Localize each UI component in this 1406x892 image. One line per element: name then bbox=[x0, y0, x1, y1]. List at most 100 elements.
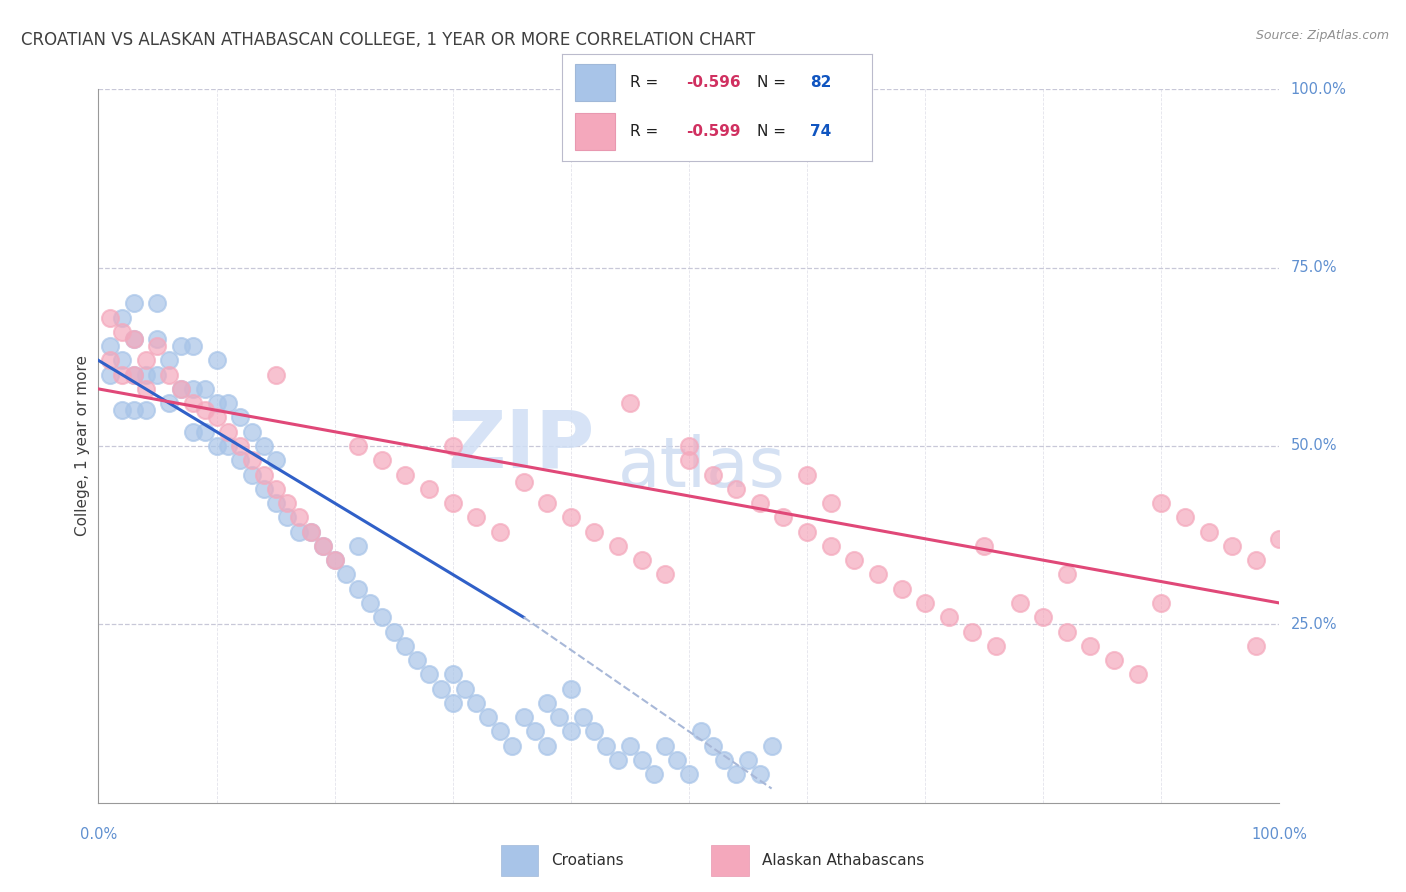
Point bbox=[205, 396, 228, 410]
Point bbox=[111, 310, 134, 325]
Point bbox=[560, 510, 582, 524]
Point bbox=[465, 510, 488, 524]
Point bbox=[181, 382, 204, 396]
Point bbox=[264, 496, 287, 510]
Point bbox=[607, 753, 630, 767]
Point bbox=[938, 610, 960, 624]
Point bbox=[157, 368, 180, 382]
Point bbox=[135, 382, 157, 396]
Point bbox=[820, 496, 842, 510]
Point bbox=[312, 539, 335, 553]
Bar bbox=[711, 846, 749, 876]
Point bbox=[890, 582, 912, 596]
Point bbox=[146, 296, 169, 310]
Point bbox=[737, 753, 759, 767]
Point bbox=[1102, 653, 1125, 667]
Point bbox=[335, 567, 357, 582]
Point bbox=[678, 767, 700, 781]
Point bbox=[98, 368, 121, 382]
Point bbox=[702, 467, 724, 482]
Text: 82: 82 bbox=[810, 75, 831, 90]
Bar bbox=[575, 64, 614, 101]
Point bbox=[205, 439, 228, 453]
Point bbox=[1268, 532, 1291, 546]
Point bbox=[441, 439, 464, 453]
Point bbox=[536, 696, 558, 710]
Y-axis label: College, 1 year or more: College, 1 year or more bbox=[75, 356, 90, 536]
Point bbox=[1198, 524, 1220, 539]
Text: 74: 74 bbox=[810, 124, 831, 139]
Text: R =: R = bbox=[630, 124, 664, 139]
Point bbox=[276, 496, 298, 510]
Text: CROATIAN VS ALASKAN ATHABASCAN COLLEGE, 1 YEAR OR MORE CORRELATION CHART: CROATIAN VS ALASKAN ATHABASCAN COLLEGE, … bbox=[21, 31, 755, 49]
Bar bbox=[501, 846, 538, 876]
Text: -0.599: -0.599 bbox=[686, 124, 741, 139]
Point bbox=[217, 439, 239, 453]
Point bbox=[583, 724, 606, 739]
Point bbox=[1244, 639, 1267, 653]
Point bbox=[914, 596, 936, 610]
Point bbox=[441, 496, 464, 510]
Text: 25.0%: 25.0% bbox=[1291, 617, 1337, 632]
Point bbox=[441, 696, 464, 710]
Point bbox=[453, 681, 475, 696]
Point bbox=[725, 482, 748, 496]
Point bbox=[146, 339, 169, 353]
Point bbox=[323, 553, 346, 567]
Point bbox=[371, 610, 394, 624]
Point bbox=[866, 567, 889, 582]
Point bbox=[418, 482, 440, 496]
Point bbox=[229, 439, 252, 453]
Point bbox=[170, 339, 193, 353]
Point bbox=[347, 539, 370, 553]
Point bbox=[630, 753, 652, 767]
Point bbox=[489, 724, 512, 739]
Point bbox=[98, 339, 121, 353]
Point bbox=[240, 467, 263, 482]
Point bbox=[146, 332, 169, 346]
Point bbox=[111, 325, 134, 339]
Point bbox=[394, 467, 416, 482]
Point bbox=[1056, 624, 1078, 639]
Point bbox=[253, 439, 276, 453]
Point bbox=[323, 553, 346, 567]
Point bbox=[312, 539, 335, 553]
Point bbox=[288, 524, 311, 539]
Point bbox=[157, 396, 180, 410]
Point bbox=[170, 382, 193, 396]
Text: atlas: atlas bbox=[619, 434, 786, 501]
Point bbox=[122, 332, 145, 346]
Point bbox=[1080, 639, 1102, 653]
Point bbox=[1220, 539, 1243, 553]
Point bbox=[583, 524, 606, 539]
Point bbox=[264, 368, 287, 382]
Point bbox=[1244, 553, 1267, 567]
Point bbox=[122, 368, 145, 382]
Point bbox=[276, 510, 298, 524]
Point bbox=[501, 739, 523, 753]
Text: -0.596: -0.596 bbox=[686, 75, 741, 90]
Text: 100.0%: 100.0% bbox=[1251, 827, 1308, 841]
Text: 0.0%: 0.0% bbox=[80, 827, 117, 841]
Point bbox=[264, 482, 287, 496]
Point bbox=[678, 453, 700, 467]
Point bbox=[382, 624, 405, 639]
Point bbox=[406, 653, 429, 667]
Point bbox=[477, 710, 499, 724]
Text: N =: N = bbox=[758, 75, 792, 90]
Point bbox=[465, 696, 488, 710]
Point bbox=[643, 767, 665, 781]
Point bbox=[194, 425, 217, 439]
Point bbox=[122, 332, 145, 346]
Point bbox=[713, 753, 735, 767]
Point bbox=[748, 496, 770, 510]
Point bbox=[654, 739, 676, 753]
Point bbox=[347, 582, 370, 596]
Point bbox=[1150, 596, 1173, 610]
Point bbox=[1032, 610, 1054, 624]
Point bbox=[240, 425, 263, 439]
Point bbox=[820, 539, 842, 553]
Point bbox=[205, 410, 228, 425]
Point bbox=[844, 553, 866, 567]
Point bbox=[772, 510, 794, 524]
